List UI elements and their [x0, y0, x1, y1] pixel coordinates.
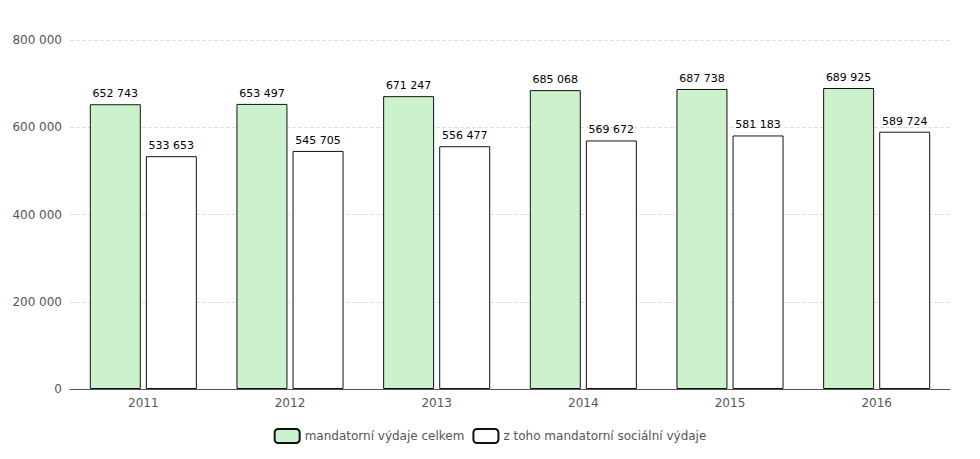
- svg-text:2011: 2011: [128, 396, 159, 410]
- svg-text:671 247: 671 247: [386, 79, 432, 92]
- svg-text:600 000: 600 000: [12, 120, 62, 134]
- svg-text:653 497: 653 497: [239, 87, 285, 100]
- svg-text:689 925: 689 925: [826, 71, 872, 84]
- svg-text:0: 0: [54, 382, 62, 396]
- svg-text:2015: 2015: [715, 396, 746, 410]
- svg-text:z toho mandatorní sociální výd: z toho mandatorní sociální výdaje: [503, 429, 706, 443]
- svg-text:589 724: 589 724: [882, 115, 928, 128]
- svg-text:2014: 2014: [568, 396, 599, 410]
- svg-text:581 183: 581 183: [735, 118, 781, 131]
- svg-text:2012: 2012: [275, 396, 306, 410]
- svg-text:2013: 2013: [421, 396, 452, 410]
- svg-text:569 672: 569 672: [589, 123, 635, 136]
- svg-text:400 000: 400 000: [12, 208, 62, 222]
- svg-text:545 705: 545 705: [295, 134, 341, 147]
- svg-text:533 653: 533 653: [149, 139, 195, 152]
- svg-text:652 743: 652 743: [93, 87, 139, 100]
- svg-text:mandatorní výdaje celkem: mandatorní výdaje celkem: [305, 429, 465, 443]
- svg-text:2016: 2016: [861, 396, 892, 410]
- svg-text:200 000: 200 000: [12, 295, 62, 309]
- svg-text:556 477: 556 477: [442, 129, 488, 142]
- svg-text:800 000: 800 000: [12, 33, 62, 47]
- svg-text:687 738: 687 738: [679, 72, 725, 85]
- svg-text:685 068: 685 068: [533, 73, 579, 86]
